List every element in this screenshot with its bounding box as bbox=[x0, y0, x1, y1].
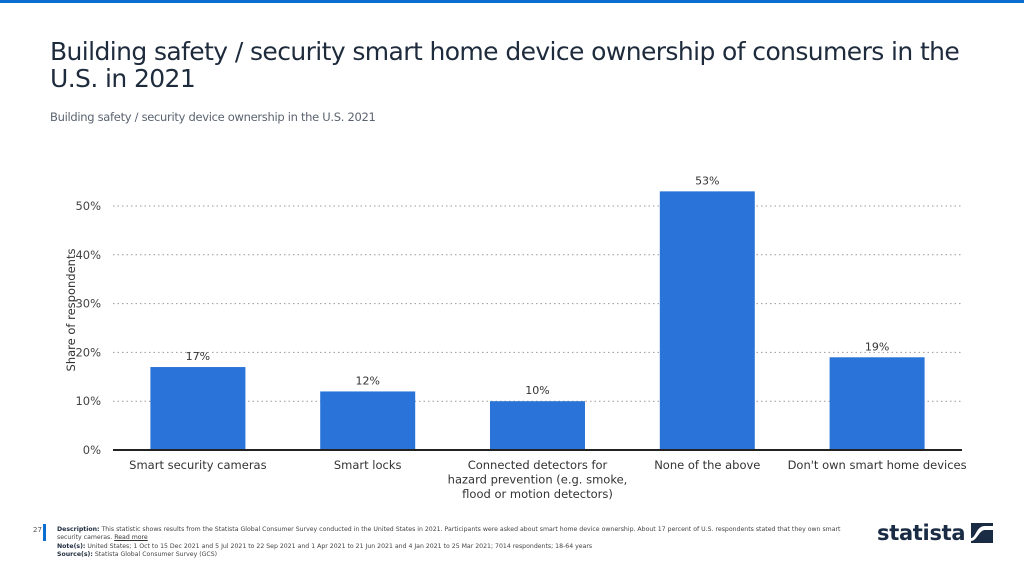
bar[interactable] bbox=[490, 401, 585, 450]
bar-chart: 0% 10% 20% 30% 40% 50% Share of respondents 1… bbox=[64, 174, 967, 501]
source-label: Source(s): bbox=[57, 550, 93, 558]
category-label-line: flood or motion detectors) bbox=[462, 487, 613, 501]
y-tick-label: 20% bbox=[75, 345, 101, 359]
logo-text: statista bbox=[877, 521, 966, 545]
page-number: 27 bbox=[33, 526, 42, 534]
bar[interactable] bbox=[320, 391, 416, 450]
category-labels: Smart security cameras Smart locks Connect… bbox=[129, 458, 966, 501]
data-label: 19% bbox=[865, 340, 889, 353]
notes-text: United States; 1 Oct to 15 Dec 2021 and … bbox=[87, 542, 593, 550]
statista-logo-icon bbox=[971, 523, 994, 543]
gridlines bbox=[113, 205, 962, 402]
bar[interactable] bbox=[150, 367, 246, 450]
category-label-line: Smart locks bbox=[334, 458, 402, 472]
category-label-line: Smart security cameras bbox=[129, 458, 266, 472]
description-text: This statistic shows results from the St… bbox=[57, 526, 841, 542]
category-label-line: Connected detectors for bbox=[468, 458, 608, 472]
category-label-line: None of the above bbox=[654, 458, 760, 472]
category-label-line: hazard prevention (e.g. smoke, bbox=[448, 473, 628, 487]
bar[interactable] bbox=[829, 357, 925, 450]
category-label: Smart security cameras bbox=[129, 458, 266, 472]
data-label: 12% bbox=[355, 374, 379, 387]
read-more-link[interactable]: Read more bbox=[114, 534, 148, 542]
page-number-marker bbox=[43, 524, 46, 541]
y-tick-label: 30% bbox=[75, 297, 101, 311]
notes-label: Note(s): bbox=[57, 542, 86, 550]
description-line: Description: This statistic shows result… bbox=[57, 526, 847, 543]
category-label-line: Don't own smart home devices bbox=[788, 458, 967, 472]
page-title: Building safety / security smart home de… bbox=[50, 37, 960, 93]
page-subtitle: Building safety / security device owners… bbox=[50, 110, 376, 124]
notes-line: Note(s): United States; 1 Oct to 15 Dec … bbox=[57, 543, 847, 551]
category-label: Don't own smart home devices bbox=[788, 458, 967, 472]
y-tick-label: 40% bbox=[75, 248, 101, 262]
y-tick-label: 0% bbox=[83, 443, 101, 457]
y-tick-label: 50% bbox=[75, 199, 101, 213]
data-label: 53% bbox=[695, 174, 719, 187]
y-axis-label: Share of respondents bbox=[64, 249, 78, 372]
description-label: Description: bbox=[57, 526, 100, 533]
bar[interactable] bbox=[659, 191, 755, 451]
data-label: 17% bbox=[186, 350, 210, 363]
category-label: Smart locks bbox=[334, 458, 402, 472]
category-label: None of the above bbox=[654, 458, 760, 472]
data-label: 10% bbox=[525, 384, 549, 397]
y-tick-label: 10% bbox=[75, 394, 101, 408]
footer-notes: Description: This statistic shows result… bbox=[57, 526, 847, 559]
source-line: Source(s): Statista Global Consumer Surv… bbox=[57, 551, 847, 559]
bars bbox=[150, 191, 925, 451]
top-accent-bar bbox=[0, 0, 1024, 3]
category-label: Connected detectors for hazard prevention… bbox=[448, 458, 628, 501]
y-axis-ticks: 0% 10% 20% 30% 40% 50% bbox=[75, 199, 101, 457]
statista-logo[interactable]: statista bbox=[877, 519, 994, 547]
data-labels: 17% 12% 10% 53% 19% bbox=[186, 174, 890, 397]
source-text: Statista Global Consumer Survey (GCS) bbox=[94, 550, 218, 558]
